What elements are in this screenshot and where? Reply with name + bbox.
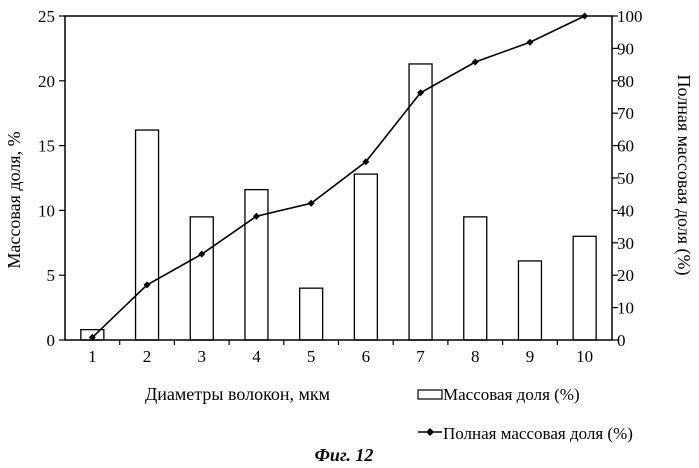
x-tick-label: 6 — [362, 347, 371, 366]
y2-tick-label: 20 — [617, 266, 634, 285]
x-axis-title: Диаметры волокон, мкм — [145, 384, 330, 404]
line-point — [526, 39, 533, 46]
y2-axis-title: Полная массовая доля (%) — [673, 74, 694, 275]
x-tick-label: 10 — [576, 347, 593, 366]
x-tick-label: 4 — [252, 347, 261, 366]
x-tick-label: 8 — [471, 347, 480, 366]
figure-caption: Фиг. 12 — [315, 445, 374, 465]
bar — [190, 217, 213, 340]
right-axis-ticks: 0 10 20 30 40 50 60 70 80 90 100 — [612, 7, 643, 350]
y-axis-title: Массовая доля, % — [4, 131, 24, 268]
x-axis-ticks: 1 2 3 4 5 6 7 8 9 10 — [88, 340, 593, 366]
x-tick-label: 1 — [88, 347, 97, 366]
x-tick-label: 2 — [143, 347, 152, 366]
legend: Массовая доля (%) Полная массовая доля (… — [418, 385, 633, 443]
left-axis-ticks: 0 5 10 15 20 25 — [38, 7, 65, 350]
legend-line-label: Полная массовая доля (%) — [443, 424, 633, 443]
y-tick-label: 5 — [47, 266, 56, 285]
legend-line-marker — [426, 428, 434, 436]
y-tick-label: 0 — [47, 331, 56, 350]
y2-tick-label: 50 — [617, 169, 634, 188]
y-tick-label: 10 — [38, 201, 55, 220]
y2-tick-label: 100 — [617, 7, 643, 26]
line-point — [581, 13, 588, 20]
y-tick-label: 25 — [38, 7, 55, 26]
y-tick-label: 15 — [38, 137, 55, 156]
y2-tick-label: 0 — [617, 331, 626, 350]
line-point — [472, 59, 479, 66]
y2-tick-label: 90 — [617, 39, 634, 58]
y2-tick-label: 60 — [617, 137, 634, 156]
x-tick-label: 3 — [198, 347, 207, 366]
bar — [409, 64, 432, 340]
y2-tick-label: 40 — [617, 201, 634, 220]
y-tick-label: 20 — [38, 72, 55, 91]
x-tick-label: 5 — [307, 347, 316, 366]
y2-tick-label: 30 — [617, 234, 634, 253]
bar — [300, 288, 323, 340]
bars-layer — [81, 64, 596, 340]
x-tick-label: 7 — [416, 347, 425, 366]
cumulative-line-layer — [89, 13, 588, 341]
legend-bar-swatch — [418, 390, 442, 399]
y2-tick-label: 70 — [617, 104, 634, 123]
bar — [354, 174, 377, 340]
y2-tick-label: 80 — [617, 72, 634, 91]
bar — [245, 190, 268, 340]
y2-tick-label: 10 — [617, 299, 634, 318]
bar — [136, 130, 159, 340]
x-tick-label: 9 — [526, 347, 535, 366]
legend-bar-label: Массовая доля (%) — [443, 385, 580, 404]
bar — [518, 261, 541, 340]
cumulative-line — [92, 16, 584, 337]
bar — [464, 217, 487, 340]
bar — [573, 236, 596, 340]
